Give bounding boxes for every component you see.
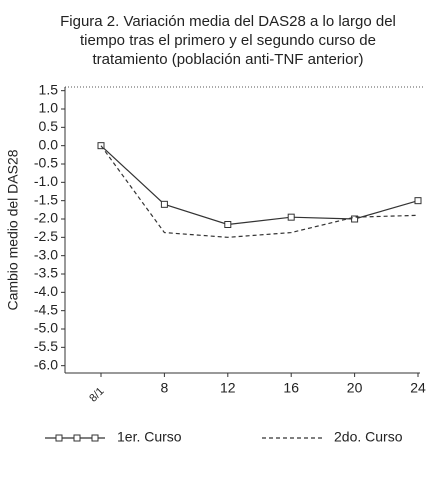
y-tick-label: -4.0 (34, 283, 58, 299)
data-point (414, 197, 422, 205)
chart-title: tiempo tras el primero y el segundo curs… (80, 32, 376, 49)
y-tick-label: -4.5 (34, 301, 58, 317)
chart-title: Figura 2. Variación media del DAS28 a lo… (60, 13, 396, 30)
y-tick-label: 0.0 (39, 136, 59, 152)
y-tick-label: -0.5 (34, 155, 58, 171)
legend-label: 1er. Curso (117, 429, 182, 445)
y-tick-label: -1.5 (34, 191, 58, 207)
y-tick-label: -6.0 (34, 356, 58, 372)
y-tick-label: 1.5 (39, 81, 59, 97)
x-tick-label: 12 (220, 380, 236, 396)
y-tick-label: -3.0 (34, 246, 58, 262)
data-point (287, 213, 295, 221)
legend-marker (91, 434, 99, 442)
data-point (351, 215, 359, 223)
legend-label: 2do. Curso (334, 429, 403, 445)
y-tick-label: -2.0 (34, 210, 58, 226)
series-line (100, 145, 419, 226)
x-tick-label: 16 (283, 380, 299, 396)
y-tick-label: -5.5 (34, 338, 58, 354)
y-tick-label: 1.0 (39, 100, 59, 116)
y-tick-label: -5.0 (34, 320, 58, 336)
y-axis-label: Cambio medio del DAS28 (5, 149, 21, 310)
y-tick-label: -3.5 (34, 265, 58, 281)
y-tick-label: -1.0 (34, 173, 58, 189)
data-point (224, 221, 232, 228)
series-line (100, 145, 419, 238)
chart-title: tratamiento (población anti-TNF anterior… (93, 51, 364, 68)
legend-marker (55, 434, 63, 442)
legend-marker (73, 434, 81, 442)
y-tick-label: -2.5 (34, 228, 58, 244)
x-tick-label: 20 (347, 380, 363, 396)
x-tick-label: 24 (410, 380, 426, 396)
data-point (160, 200, 168, 208)
y-tick-label: 0.5 (39, 118, 59, 134)
x-tick-label: 8/1 (87, 385, 106, 404)
x-tick-label: 8 (161, 380, 169, 396)
